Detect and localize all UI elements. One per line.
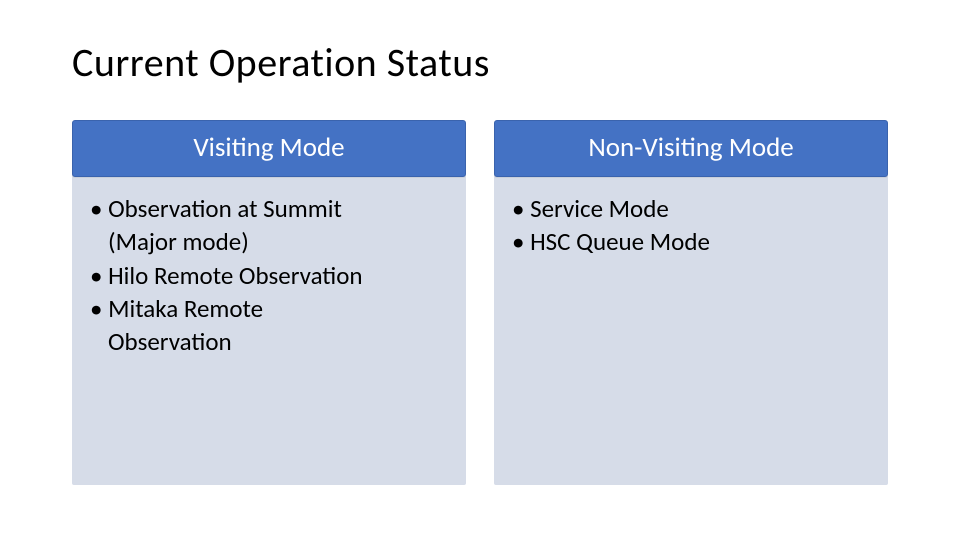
columns-container: Visiting Mode • Observation at Summit (M… <box>72 120 888 485</box>
column-header-nonvisiting: Non-Visiting Mode <box>494 120 888 177</box>
column-header-visiting: Visiting Mode <box>72 120 466 177</box>
bullet-text: • HSC Queue Mode <box>512 226 870 257</box>
bullet-text: • Observation at Summit <box>90 193 448 224</box>
column-body-visiting: • Observation at Summit (Major mode) • H… <box>72 173 466 485</box>
column-visiting: Visiting Mode • Observation at Summit (M… <box>72 120 466 485</box>
bullet-text: • Hilo Remote Observation <box>90 260 448 291</box>
slide: Current Operation Status Visiting Mode •… <box>0 0 960 540</box>
bullet-text: (Major mode) <box>108 226 448 257</box>
column-body-nonvisiting: • Service Mode • HSC Queue Mode <box>494 173 888 485</box>
bullet-text: • Service Mode <box>512 193 870 224</box>
bullet-text: Observation <box>108 326 448 357</box>
column-nonvisiting: Non-Visiting Mode • Service Mode • HSC Q… <box>494 120 888 485</box>
slide-title: Current Operation Status <box>72 38 490 87</box>
bullet-text: • Mitaka Remote <box>90 293 448 324</box>
